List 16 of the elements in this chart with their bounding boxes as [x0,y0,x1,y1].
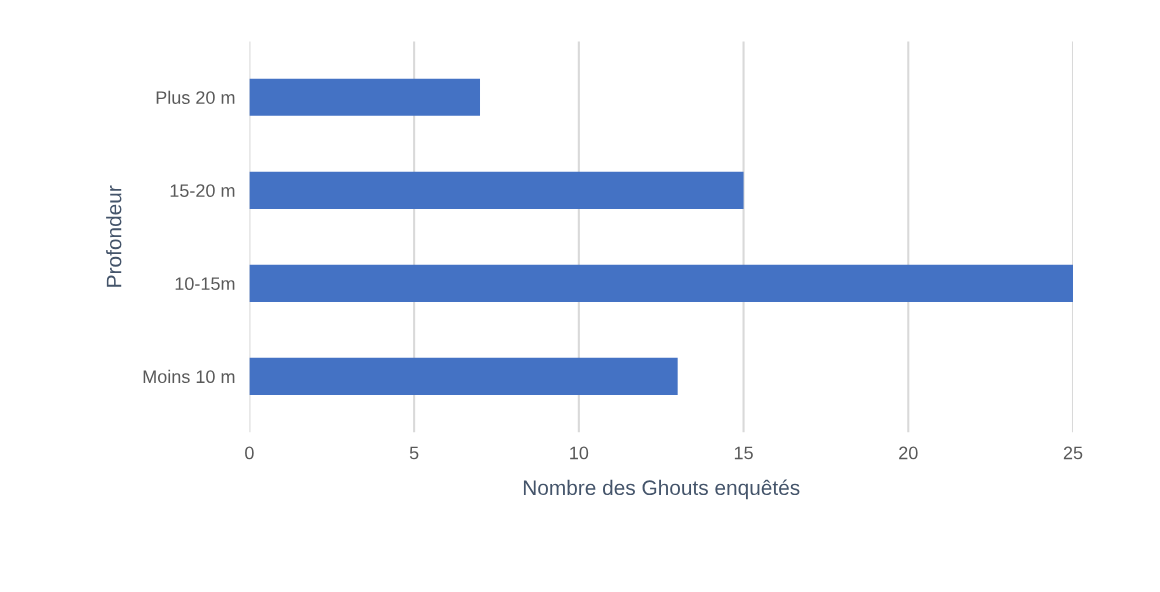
y-tick-label: Plus 20 m [156,90,235,104]
x-tick-label: 15 [734,446,753,460]
y-tick-label: 10-15m [175,277,235,291]
x-tick-label: 20 [899,446,918,460]
y-tick-label: 15-20 m [170,184,235,198]
bar [249,78,481,116]
x-tick-label: 25 [1063,446,1083,460]
bar [249,171,744,209]
bar [249,357,678,395]
x-tick-label: 10 [570,446,589,460]
y-tick-label: Moins 10 m [143,369,235,384]
x-tick-label: 5 [409,446,419,460]
x-axis-title: Nombre des Ghouts enquêtés [523,479,800,500]
x-tick-label: 0 [245,446,254,460]
y-axis-title: Profondeur [106,185,122,287]
bar [249,264,1073,302]
